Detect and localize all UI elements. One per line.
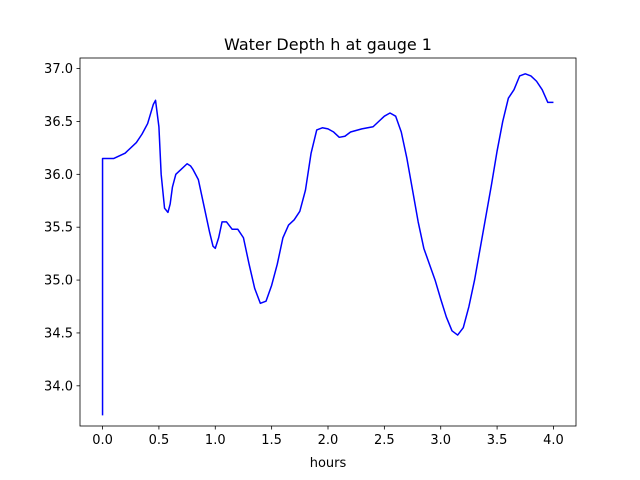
x-tick-label: 0.5 (149, 433, 170, 448)
x-tick-label: 2.0 (318, 433, 339, 448)
chart-title: Water Depth h at gauge 1 (224, 35, 432, 54)
x-tick-label: 2.5 (374, 433, 395, 448)
y-tick-label: 36.5 (44, 115, 73, 130)
x-tick-label: 1.5 (261, 433, 282, 448)
y-tick-label: 35.0 (44, 274, 73, 289)
y-tick-label: 36.0 (44, 168, 73, 183)
x-tick-label: 0.0 (92, 433, 113, 448)
series-line-0 (101, 73, 554, 416)
plot-area: 0.0 0.5 1.0 1.5 2.0 2.5 3.0 3.5 4.0 34.0 34.5 35.0 3… (44, 57, 577, 448)
x-tick-label: 3.5 (487, 433, 508, 448)
x-tick-label: 4.0 (543, 433, 564, 448)
x-axis-label: hours (310, 456, 347, 471)
y-tick-label: 34.5 (44, 326, 73, 341)
plot-frame (79, 57, 577, 427)
y-tick-label: 34.0 (44, 379, 73, 394)
y-tick-label: 37.0 (44, 62, 73, 77)
x-tick-label: 3.0 (430, 433, 451, 448)
x-tick-label: 1.0 (205, 433, 226, 448)
y-tick-label: 35.5 (44, 221, 73, 236)
